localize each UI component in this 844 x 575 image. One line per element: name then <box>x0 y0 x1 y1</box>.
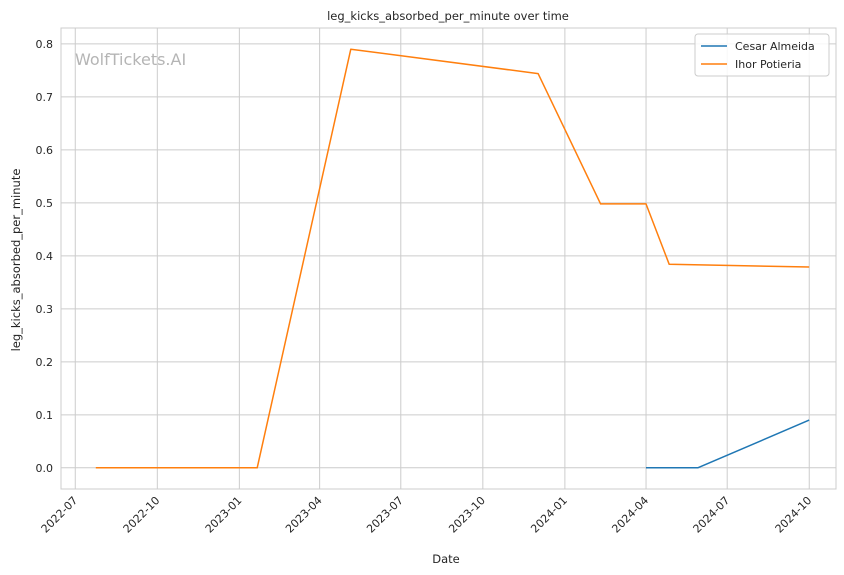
plot-frame <box>60 27 837 490</box>
x-tick-label: 2023-01 <box>203 494 245 536</box>
legend-label-ihor-potieria: Ihor Potieria <box>735 58 801 71</box>
x-axis-label: Date <box>432 552 460 566</box>
x-tick-label: 2024-01 <box>528 494 570 536</box>
y-tick-label: 0.2 <box>36 356 54 369</box>
series-line-cesar-almeida <box>646 419 810 469</box>
y-tick-label: 0.1 <box>36 409 54 422</box>
x-tick-label: 2022-07 <box>39 494 81 536</box>
y-tick-label: 0.4 <box>36 250 54 263</box>
legend-box <box>694 33 830 77</box>
y-tick-label: 0.5 <box>36 197 54 210</box>
x-tick-label: 2023-10 <box>446 494 488 536</box>
x-tick-label: 2024-04 <box>609 494 651 536</box>
x-tick-label: 2023-04 <box>283 494 325 536</box>
y-tick-label: 0.8 <box>36 38 54 51</box>
y-axis-label: leg_kicks_absorbed_per_minute <box>9 169 23 352</box>
x-tick-label: 2023-07 <box>364 494 406 536</box>
x-tick-label: 2024-07 <box>691 494 733 536</box>
x-tick-label: 2024-10 <box>773 494 815 536</box>
x-tick-label: 2022-10 <box>121 494 163 536</box>
y-tick-label: 0.3 <box>36 303 54 316</box>
legend-label-cesar-almeida: Cesar Almeida <box>735 40 815 53</box>
series-lines <box>95 48 810 469</box>
y-tick-label: 0.0 <box>36 462 54 475</box>
grid-lines <box>61 28 836 489</box>
series-line-ihor-potieria <box>95 48 810 469</box>
y-tick-label: 0.7 <box>36 91 54 104</box>
chart-title: leg_kicks_absorbed_per_minute over time <box>327 9 569 23</box>
y-tick-label: 0.6 <box>36 144 54 157</box>
watermark: WolfTickets.AI <box>75 50 186 69</box>
legend: Cesar Almeida Ihor Potieria <box>694 33 830 77</box>
plot-area <box>61 28 836 489</box>
